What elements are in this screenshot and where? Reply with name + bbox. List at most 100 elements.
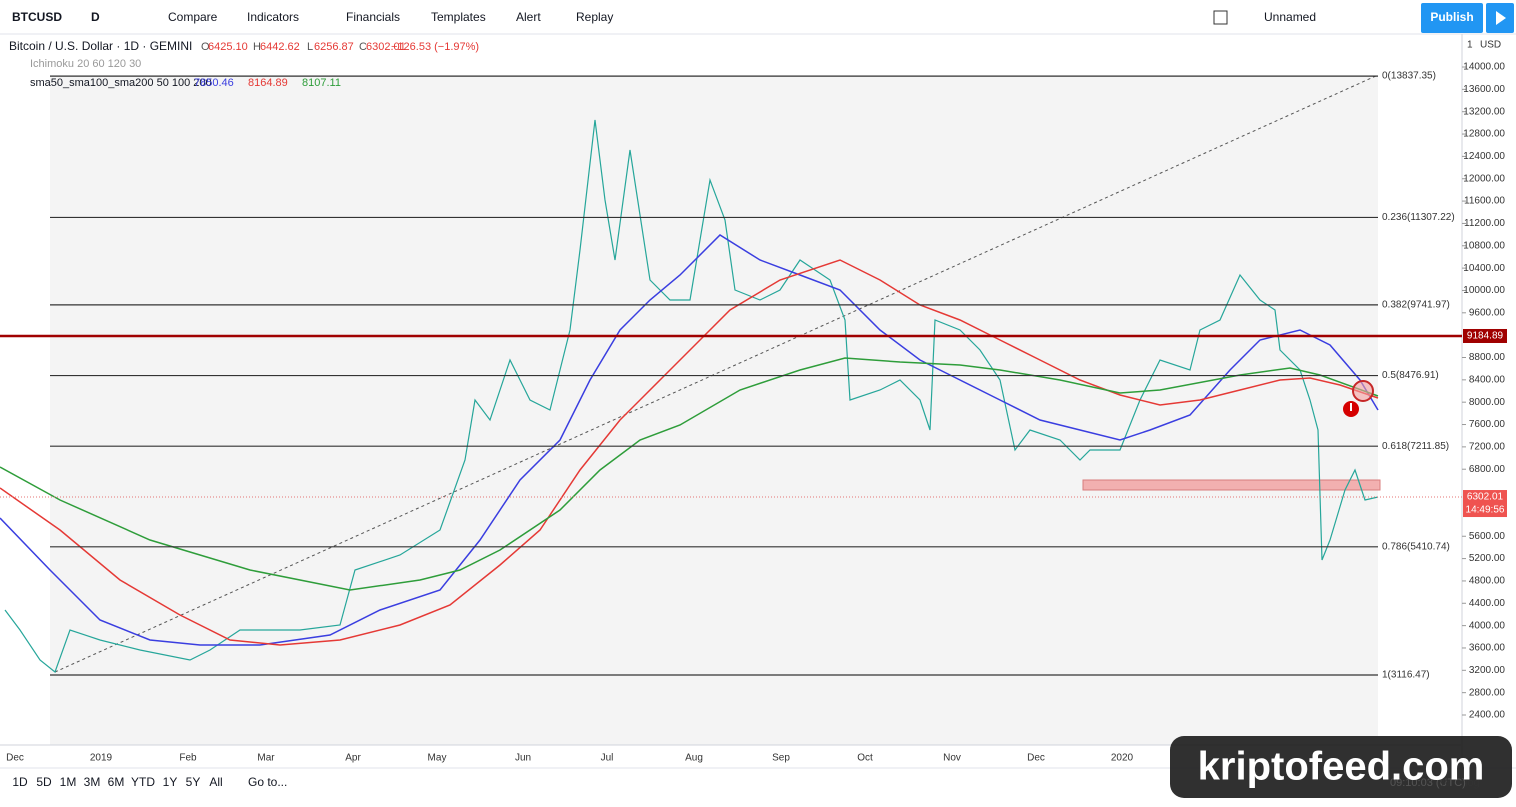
price-tick-label: 4800.00: [1469, 576, 1506, 587]
ohlc-value: 6425.10: [208, 41, 248, 53]
sma50-line: [0, 234, 1379, 646]
price-tick-label: 12400.00: [1463, 151, 1505, 162]
toolbar-item[interactable]: Alert: [516, 10, 541, 24]
publish-label[interactable]: Publish: [1430, 10, 1473, 24]
price-tick-label: 7200.00: [1469, 442, 1506, 453]
ohlc-key: C: [359, 41, 367, 53]
ichimoku: Ichimoku 20 60 120 30: [30, 58, 141, 70]
support-zone: [1082, 479, 1381, 491]
fib-label: 0(13837.35): [1382, 71, 1436, 82]
ohlc-key: H: [253, 41, 261, 53]
interval[interactable]: D: [91, 10, 100, 24]
ohlc-key: O: [201, 41, 210, 53]
range-button[interactable]: 5Y: [186, 775, 201, 789]
play-icon: [1496, 11, 1506, 25]
toolbar-item[interactable]: Compare: [168, 10, 218, 24]
time-label: Apr: [345, 753, 361, 764]
price-line: [4, 119, 1379, 673]
time-label: Oct: [857, 753, 873, 764]
layout-name[interactable]: Unnamed: [1264, 10, 1316, 24]
price-tick-label: 2800.00: [1469, 687, 1506, 698]
time-label: Sep: [772, 753, 790, 764]
price-tick-label: 13200.00: [1463, 106, 1505, 117]
price-tick-label: 14000.00: [1463, 62, 1505, 73]
sma-value: 8164.89: [248, 77, 288, 89]
toolbar-item[interactable]: Replay: [576, 10, 613, 24]
fib-label: 0.236(11307.22): [1382, 212, 1455, 223]
time-label: Dec: [6, 753, 24, 764]
time-label: Aug: [685, 753, 703, 764]
price-tick-label: 8800.00: [1469, 352, 1506, 363]
fib-label: 0.786(5410.74): [1382, 541, 1450, 552]
last-price-label: 6302.01: [1467, 492, 1504, 503]
price-tick-label: 5200.00: [1469, 553, 1506, 564]
price-tick-label: 4400.00: [1469, 598, 1506, 609]
axis-scale: 1: [1467, 40, 1473, 51]
price-tick-label: 10800.00: [1463, 240, 1505, 251]
sma-value: 8107.11: [302, 77, 341, 89]
price-tick-label: 12800.00: [1463, 129, 1505, 140]
symbol[interactable]: BTCUSD: [12, 10, 62, 24]
price-tick-label: 9600.00: [1469, 307, 1506, 318]
range-button[interactable]: 6M: [108, 775, 125, 789]
price-tick-label: 3600.00: [1469, 643, 1506, 654]
price-tick-label: 4000.00: [1469, 620, 1506, 631]
price-tick-label: 11200.00: [1464, 218, 1505, 229]
fib-label: 1(3116.47): [1382, 670, 1430, 681]
price-tick-label: 12000.00: [1463, 173, 1505, 184]
sma100-line: [0, 259, 1379, 646]
toolbar-item[interactable]: Templates: [431, 10, 486, 24]
price-tick-label: 10400.00: [1463, 263, 1505, 274]
price-tick-label: 6800.00: [1469, 464, 1506, 475]
price-tick-label: 11600.00: [1464, 196, 1505, 207]
trend-line: [54, 74, 1379, 673]
ohlc-value: 6256.87: [314, 41, 354, 53]
ohlc-key: L: [307, 41, 313, 53]
watermark-box: [1170, 736, 1512, 798]
change: −126.53 (−1.97%): [391, 41, 479, 53]
time-label: Jul: [601, 753, 614, 764]
ohlc-value: 6442.62: [260, 41, 300, 53]
time-label: Feb: [179, 753, 197, 764]
sma200-line: [0, 357, 1379, 591]
publish-button[interactable]: [1421, 3, 1483, 33]
legend-title: Bitcoin / U.S. Dollar · 1D · GEMINI: [9, 39, 192, 53]
fib-label: 0.618(7211.85): [1382, 441, 1449, 452]
ohlc-value: 6302.01: [366, 41, 406, 53]
cross-marker: [1352, 380, 1374, 402]
utc-time: 09:10:03 (UTC): [1390, 777, 1466, 789]
time-label: Jun: [515, 753, 531, 764]
goto[interactable]: Go to...: [248, 775, 287, 789]
range-button[interactable]: 1M: [60, 775, 77, 789]
axis-currency: USD: [1480, 40, 1501, 51]
price-tick-label: 2400.00: [1469, 710, 1506, 721]
alert-icon-bar: [1350, 403, 1352, 411]
price-tick-label: 10000.00: [1463, 285, 1505, 296]
watermark: kriptofeed.com: [1198, 745, 1485, 789]
sma-value: 7850.46: [194, 77, 234, 89]
time-label: 2019: [90, 753, 113, 764]
time-label: Mar: [257, 753, 275, 764]
range-button[interactable]: 3M: [84, 775, 101, 789]
percent[interactable]: %: [1440, 777, 1450, 789]
log[interactable]: log: [1465, 777, 1480, 789]
last-price-badge: [1463, 490, 1507, 518]
range-button[interactable]: 5D: [36, 775, 52, 789]
resistance-badge: [1463, 328, 1507, 343]
range-button[interactable]: All: [209, 775, 222, 789]
price-tick-label: 7600.00: [1469, 419, 1506, 430]
resistance-label: 9184.89: [1467, 331, 1504, 342]
toolbar-item[interactable]: Indicators: [247, 10, 299, 24]
time-label: Nov: [943, 753, 961, 764]
countdown: 14:49:56: [1466, 505, 1505, 516]
checkbox[interactable]: [1213, 10, 1228, 25]
range-button[interactable]: 1Y: [163, 775, 178, 789]
toolbar-item[interactable]: Financials: [346, 10, 400, 24]
range-button[interactable]: YTD: [131, 775, 155, 789]
time-label: May: [428, 753, 447, 764]
price-tick-label: 8400.00: [1469, 374, 1506, 385]
range-button[interactable]: 1D: [12, 775, 28, 789]
time-label: 2020: [1111, 753, 1134, 764]
